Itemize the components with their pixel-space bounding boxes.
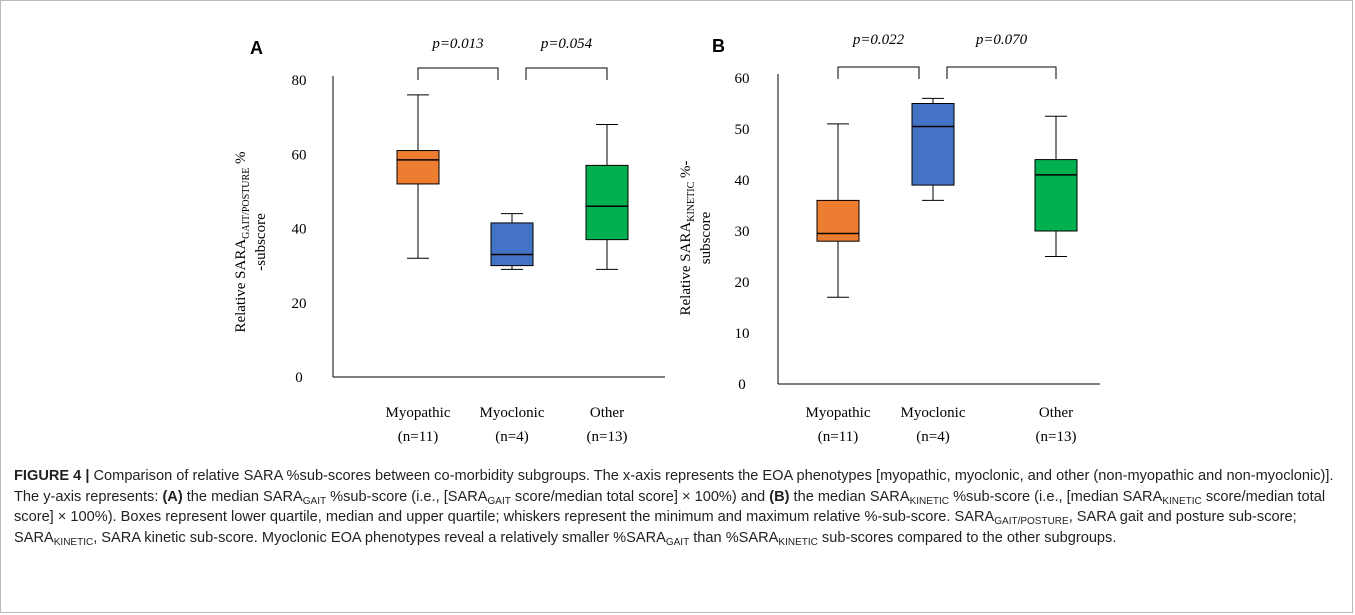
panel-a-y-tick-label: 0 (295, 370, 303, 386)
figure-4-box-plots: A 0 20 40 60 80 Relative SARAGAIT/POSTURE %-su… (233, 32, 1100, 445)
caption-panel-b-label: (B) (769, 488, 790, 505)
panel-a-y-tick-label: 80 (292, 73, 307, 89)
panel-b-y-tick-label: 40 (735, 173, 750, 189)
panel-a-myoclonic-box (490, 222, 534, 267)
caption-subscript: GAIT (487, 495, 511, 507)
panel-a-p-value-label: p=0.013 (431, 36, 483, 52)
panel-b-category-label: Other (1039, 405, 1073, 421)
caption-text: %sub-score (i.e., [median SARA (949, 488, 1163, 505)
caption-subscript: GAIT (665, 536, 690, 548)
caption-text: %sub-score (i.e., [SARA (326, 488, 488, 505)
panel-b-significance-bracket (946, 66, 1057, 79)
panel-a-category-n-label: (n=4) (495, 429, 528, 445)
caption-subscript: KINETIC (1162, 495, 1202, 507)
panel-b-category-label: Myopathic (806, 405, 871, 421)
panel-b-y-tick-label: 60 (735, 71, 750, 87)
panel-a-y-axis-label: Relative SARAGAIT/POSTURE %-subscore (233, 151, 269, 332)
panel-b-y-tick-label: 0 (738, 377, 746, 393)
panel-a-y-tick-label: 40 (292, 222, 307, 238)
panel-b-label: B (712, 36, 725, 56)
panel-b-y-tick-label: 20 (735, 275, 750, 291)
caption-text: , SARA gait and posture sub-score; SARA (14, 509, 1297, 546)
panel-b-category-n-label: (n=13) (1036, 429, 1077, 445)
panel-a-myopathic-box (396, 150, 440, 185)
panel-a-y-tick-label: 60 (292, 147, 307, 163)
panel-a-other-box (585, 164, 629, 241)
panel-a-y-tick-label: 20 (292, 296, 307, 312)
panel-b-category-n-label: (n=11) (818, 429, 858, 445)
panel-b-y-tick-label: 10 (735, 326, 750, 342)
panel-a-category-label: Myoclonic (480, 405, 545, 421)
panel-b-y-axis-label: Relative SARAKINETIC %-subscore (678, 161, 714, 316)
panel-a-category-label: Myopathic (386, 405, 451, 421)
caption-text: score/median total score] × 100%). Boxes… (14, 488, 1326, 526)
panel-b-y-tick-label: 50 (735, 122, 750, 138)
caption-text: the median SARA (182, 488, 303, 505)
caption-text: score/median total score] × 100%) and (510, 488, 770, 505)
panel-b-y-tick-label: 30 (735, 224, 750, 240)
panel-b-myoclonic-box (911, 103, 955, 186)
caption-text: than %SARA (689, 529, 779, 546)
panel-a-category-label: Other (590, 405, 624, 421)
caption-figure-label: FIGURE 4 | (14, 468, 90, 484)
caption-subscript: GAIT (302, 495, 327, 507)
panel-a-significance-bracket (417, 67, 499, 80)
panel-b-p-value-label: p=0.070 (975, 32, 1028, 48)
panel-b-other-box (1034, 159, 1078, 232)
caption-text: the median SARA (789, 488, 910, 505)
panel-a-p-value-label: p=0.054 (540, 36, 593, 52)
caption-text: Comparison of relative SARA %sub-scores … (14, 468, 1334, 505)
caption-panel-a-label: (A) (162, 488, 183, 505)
panel-b-myopathic-box (816, 199, 860, 242)
caption-subscript: KINETIC (778, 536, 818, 548)
caption-subscript: GAIT/POSTURE (994, 516, 1069, 527)
panel-b-significance-bracket (837, 66, 920, 79)
panel-a-category-n-label: (n=11) (398, 429, 438, 445)
panel-a-significance-bracket (525, 67, 608, 80)
caption-subscript: KINETIC (909, 495, 950, 507)
panel-b-category-label: Myoclonic (901, 405, 966, 421)
panel-b-category-n-label: (n=4) (916, 429, 949, 445)
panel-a-label: A (250, 38, 263, 58)
caption-text: sub-scores compared to the other subgrou… (817, 529, 1117, 546)
panel-a-category-n-label: (n=13) (587, 429, 628, 445)
caption-subscript: KINETIC (53, 536, 94, 548)
figure-caption: FIGURE 4 | Comparison of relative SARA %… (14, 466, 1344, 548)
panel-b-p-value-label: p=0.022 (852, 32, 905, 48)
caption-text: , SARA kinetic sub-score. Myoclonic EOA … (93, 529, 666, 546)
